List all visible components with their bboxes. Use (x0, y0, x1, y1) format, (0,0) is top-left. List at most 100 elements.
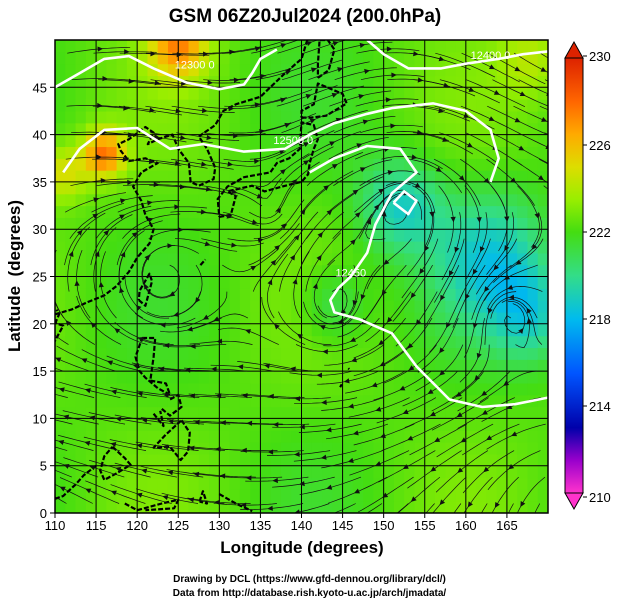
field-cell (486, 501, 498, 513)
stream-arrowhead (429, 411, 436, 417)
field-cell (537, 170, 548, 183)
field-cell (157, 75, 169, 88)
field-cell (270, 477, 282, 490)
field-cell (445, 229, 457, 242)
field-cell (188, 359, 200, 372)
field-cell (342, 442, 354, 455)
field-cell (250, 371, 262, 384)
field-cell (229, 229, 241, 242)
field-cell (239, 311, 251, 325)
field-cell (342, 382, 354, 396)
field-cell (209, 146, 220, 159)
field-cell (75, 335, 87, 349)
field-cell (198, 335, 210, 349)
field-cell (116, 406, 128, 419)
stream-arrowhead (331, 92, 338, 98)
field-cell (352, 371, 364, 384)
field-cell (106, 323, 118, 337)
stream-arrowhead (408, 365, 415, 371)
stream-arrowhead (523, 535, 528, 541)
field-cell (311, 501, 323, 513)
field-cell (486, 442, 498, 455)
field-cell (239, 122, 251, 136)
field-cell (517, 430, 529, 443)
stream-arrowhead (119, 214, 126, 220)
field-cell (188, 122, 200, 136)
field-cell (188, 335, 200, 349)
field-cell (116, 205, 128, 218)
field-cell (424, 252, 436, 266)
field-cell (116, 300, 128, 313)
field-cell (291, 40, 303, 53)
field-cell (178, 442, 190, 455)
field-cell (65, 276, 77, 289)
field-cell (219, 110, 231, 124)
field-cell (219, 264, 231, 278)
field-cell (209, 430, 220, 443)
field-cell (424, 217, 436, 230)
field-cell (291, 300, 303, 313)
field-cell (435, 63, 446, 77)
field-cell (342, 335, 354, 349)
stream-arrowhead (362, 119, 369, 125)
field-cell (301, 430, 313, 443)
field-cell (219, 406, 231, 419)
field-cell (250, 477, 262, 490)
field-cell (116, 347, 128, 360)
field-cell (342, 371, 354, 384)
field-cell (270, 347, 282, 360)
field-cell (137, 347, 149, 360)
field-cell (65, 205, 77, 218)
field-cell (280, 382, 292, 396)
field-cell (517, 442, 529, 455)
stream-arrowhead (494, 502, 500, 509)
stream-arrowhead (387, 170, 394, 176)
field-cell (229, 489, 241, 502)
field-cell (363, 394, 374, 408)
stream-arrowhead (320, 454, 327, 460)
field-cell (311, 394, 323, 408)
field-cell (75, 477, 87, 490)
field-cell (486, 63, 498, 77)
stream-arrowhead (294, 396, 301, 402)
field-cell (291, 477, 303, 490)
field-cell (486, 406, 498, 419)
field-cell (506, 442, 518, 455)
stream-arrowhead (312, 283, 318, 290)
field-cell (209, 110, 220, 124)
field-cell (363, 122, 374, 136)
stream-arrowhead (458, 175, 465, 181)
field-cell (476, 300, 487, 313)
streamline (55, 446, 68, 451)
field-cell (219, 158, 231, 171)
field-cell (342, 51, 354, 65)
field-cell (465, 347, 477, 360)
field-cell (332, 371, 344, 384)
y-axis-label: Latitude (degrees) (5, 200, 24, 352)
field-cell (229, 110, 241, 124)
field-cell (517, 335, 529, 349)
field-cell (445, 359, 457, 372)
field-cell (229, 205, 241, 218)
field-cell (96, 75, 107, 88)
field-cell (363, 205, 374, 218)
field-cell (311, 288, 323, 301)
field-cell (311, 418, 323, 431)
field-cell (75, 122, 87, 136)
field-cell (435, 264, 446, 278)
stream-arrowhead (97, 46, 104, 52)
field-cell (239, 394, 251, 408)
field-cell (352, 276, 364, 289)
field-cell (167, 217, 179, 230)
field-cell (383, 465, 395, 479)
field-cell (506, 311, 518, 325)
field-cell (178, 87, 190, 100)
field-cell (260, 134, 272, 148)
field-cell (486, 371, 498, 384)
field-cell (352, 40, 364, 53)
x-axis: 110 115 120 125 130 135 140 145 150 155 160 165 (45, 513, 518, 533)
field-cell (496, 181, 508, 195)
field-cell (352, 170, 364, 183)
field-cell (383, 75, 395, 88)
field-cell (126, 323, 138, 337)
